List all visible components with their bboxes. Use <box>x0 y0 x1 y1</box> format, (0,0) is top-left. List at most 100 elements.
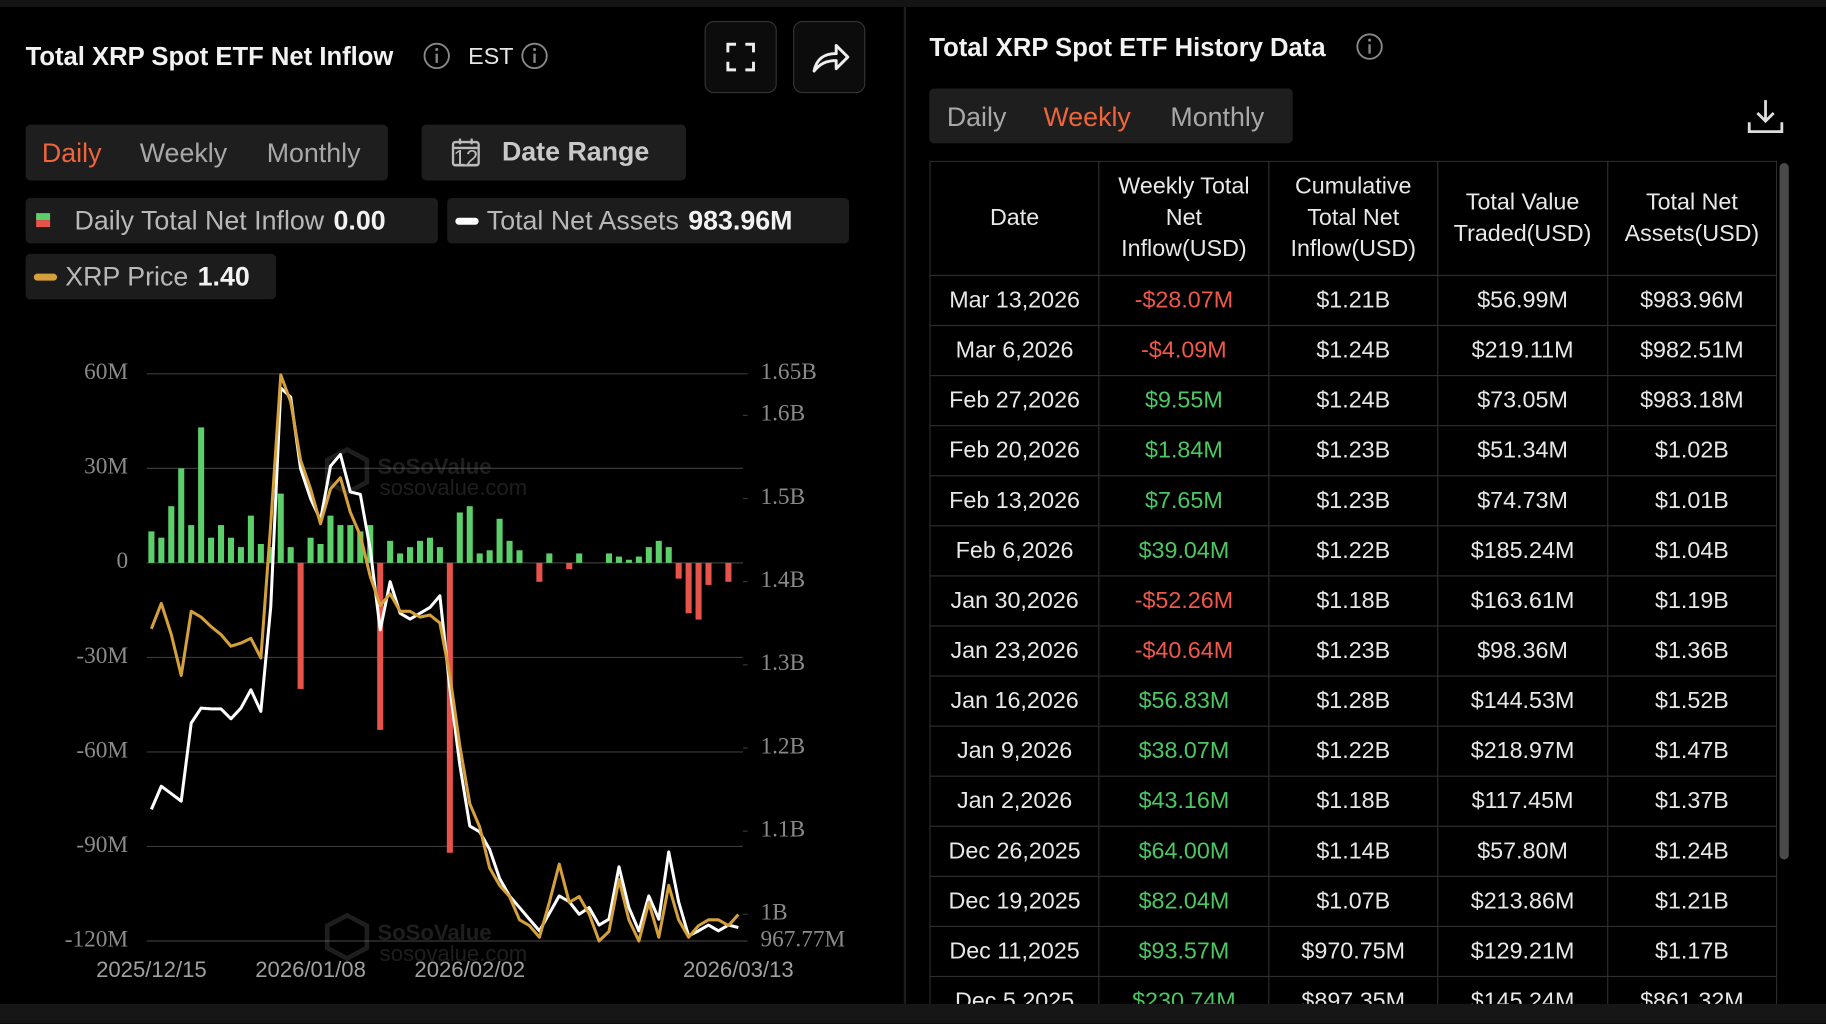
table-row: Jan 30,2026 -$52.26M $1.18B $163.61M $1.19B <box>929 575 1778 627</box>
bar <box>566 562 573 570</box>
y2-tick-label: 1.4B <box>760 567 805 593</box>
legend-item[interactable]: Total Net Assets 983.96M <box>447 197 849 244</box>
download-icon[interactable] <box>1746 97 1786 137</box>
tab[interactable]: Monthly <box>1170 101 1265 132</box>
table-cell: Jan 30,2026 <box>929 575 1100 627</box>
legend-label: XRP Price <box>65 260 189 292</box>
info-icon[interactable] <box>423 42 451 70</box>
table-cell: $7.65M <box>1098 475 1270 527</box>
table-cell: $1.04B <box>1606 525 1778 577</box>
tab[interactable]: Weekly <box>1043 101 1131 132</box>
header-row: Date Weekly Total Net Inflow(USD) Cumulati… <box>929 160 1778 277</box>
bar <box>496 518 503 563</box>
table-cell: $57.80M <box>1437 825 1608 877</box>
scrollbar[interactable] <box>1779 163 1789 860</box>
bar <box>148 531 155 563</box>
legend-item[interactable]: Daily Total Net Inflow 0.00 <box>25 197 438 244</box>
info-icon[interactable] <box>1356 33 1384 61</box>
table-cell: $861.32M <box>1606 975 1778 1004</box>
legend-item[interactable]: XRP Price 1.40 <box>25 253 277 300</box>
column-header: Date <box>929 160 1100 277</box>
bar <box>237 547 244 563</box>
share-button[interactable] <box>793 20 866 94</box>
bar <box>446 562 453 853</box>
table-cell: -$52.26M <box>1098 575 1270 627</box>
tab[interactable]: Monthly <box>266 137 361 168</box>
table-row: Dec 5,2025 $230.74M $897.35M $145.24M $861.3… <box>929 975 1778 1004</box>
y-tick-label: -120M <box>65 926 129 952</box>
y2-tick-label: 1B <box>760 900 787 926</box>
y-tick-label: 60M <box>84 359 128 385</box>
table-cell: $9.55M <box>1098 375 1270 427</box>
bar <box>506 540 513 563</box>
bar <box>198 427 205 563</box>
y2-tick-label: 1.1B <box>760 816 805 842</box>
table-cell: $983.96M <box>1606 274 1778 327</box>
fullscreen-icon <box>726 42 755 72</box>
bar <box>695 562 702 620</box>
bar <box>327 515 334 563</box>
table-cell: $1.23B <box>1267 625 1439 677</box>
tab[interactable]: Daily <box>946 101 1007 132</box>
y-tick-label: -60M <box>76 737 128 763</box>
column-header: Total Value Traded(USD) <box>1437 160 1608 277</box>
bar <box>407 547 414 563</box>
fullscreen-button[interactable] <box>704 20 777 94</box>
y2-tick-label: 1.3B <box>760 650 805 676</box>
y-tick-label: 0 <box>116 548 128 574</box>
tab-group <box>25 124 388 181</box>
timezone[interactable]: EST <box>468 44 514 70</box>
table-cell: $1.24B <box>1606 825 1778 877</box>
bar <box>158 537 165 563</box>
date-range-label: Date Range <box>501 136 650 167</box>
bar <box>536 562 543 582</box>
date-range-button[interactable]: 12 Date Range <box>421 124 686 181</box>
bar <box>645 547 652 563</box>
table-cell: Mar 13,2026 <box>929 274 1100 327</box>
bar <box>357 531 364 563</box>
bar <box>456 512 463 563</box>
table-cell: $970.75M <box>1267 925 1439 978</box>
y-tick-label: 30M <box>84 454 128 480</box>
legend-swatch <box>33 273 58 281</box>
bar <box>675 562 682 579</box>
info-icon[interactable] <box>521 42 549 70</box>
bar <box>516 550 523 563</box>
legend-label: Total Net Assets <box>486 204 679 236</box>
table-cell: $144.53M <box>1437 675 1608 727</box>
table-cell: $43.16M <box>1098 775 1270 827</box>
table-cell: Jan 9,2026 <box>929 725 1100 777</box>
bar <box>476 553 483 563</box>
table-cell: -$4.09M <box>1098 324 1270 377</box>
bar <box>426 537 433 563</box>
table-row: Feb 13,2026 $7.65M $1.23B $74.73M $1.01B <box>929 475 1778 527</box>
table-head: Date Weekly Total Net Inflow(USD) Cumulati… <box>929 160 1778 277</box>
bar <box>576 553 583 563</box>
table-cell: $1.28B <box>1267 675 1439 727</box>
tab[interactable]: Weekly <box>139 137 228 168</box>
table-container: Date Weekly Total Net Inflow(USD) Cumulati… <box>929 160 1778 1004</box>
table-row: Feb 27,2026 $9.55M $1.24B $73.05M $983.18M <box>929 375 1778 427</box>
column-header: Weekly Total Net Inflow(USD) <box>1098 160 1270 277</box>
table-cell: Feb 6,2026 <box>929 525 1100 577</box>
table-cell: $74.73M <box>1437 475 1608 527</box>
column-header: Cumulative Total Net Inflow(USD) <box>1267 160 1439 277</box>
y2-tick-label: 1.2B <box>760 733 805 759</box>
table-cell: $1.21B <box>1267 274 1439 327</box>
bar <box>227 537 235 563</box>
table-cell: $1.52B <box>1606 675 1778 727</box>
tab[interactable]: Daily <box>41 137 102 168</box>
table-row: Mar 6,2026 -$4.09M $1.24B $219.11M $982.51M <box>929 324 1778 377</box>
bar <box>297 562 304 689</box>
watermark-site: sosovalue.com <box>380 941 527 966</box>
table-cell: $163.61M <box>1437 575 1608 627</box>
table-cell: Jan 16,2026 <box>929 675 1100 727</box>
tab-group <box>929 88 1293 144</box>
bar <box>725 562 732 582</box>
top-strip <box>0 0 1826 7</box>
bar <box>665 547 672 563</box>
table-cell: Dec 19,2025 <box>929 875 1100 928</box>
legend-swatch <box>36 212 51 227</box>
table-cell: $39.04M <box>1098 525 1270 577</box>
